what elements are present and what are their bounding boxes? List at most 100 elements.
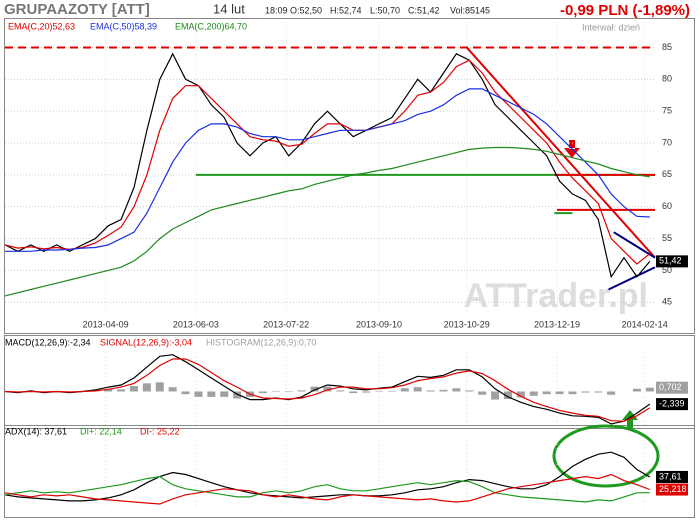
level-line bbox=[608, 266, 656, 291]
histogram-bar bbox=[632, 388, 641, 392]
histogram-bar bbox=[271, 390, 280, 392]
x-tick-label: 2013-07-22 bbox=[263, 319, 309, 329]
histogram-bar bbox=[645, 387, 654, 392]
x-tick-label: 2013-10-29 bbox=[444, 319, 490, 329]
histogram-bar bbox=[568, 391, 577, 395]
change: -0,99 PLN (-1,89%) bbox=[560, 2, 690, 19]
y-tick-label: 50 bbox=[662, 265, 672, 275]
histogram-bar bbox=[516, 391, 525, 398]
time: 18:09 bbox=[265, 5, 288, 15]
histogram-bar bbox=[607, 391, 616, 395]
low: L:50,70 bbox=[370, 5, 400, 15]
interval: Interwał: dzień bbox=[582, 22, 640, 32]
legend-entry: SIGNAL(12,26,9):-3,04 bbox=[100, 337, 192, 347]
histogram-bar bbox=[581, 391, 590, 393]
histogram-bar bbox=[594, 391, 603, 393]
histogram-bar bbox=[503, 391, 512, 400]
histogram-bar bbox=[155, 382, 164, 392]
histogram-bar bbox=[491, 391, 500, 400]
close: C:51,42 bbox=[408, 5, 440, 15]
legend-entry: EMA(C,50)58,39 bbox=[90, 21, 157, 31]
legend-entry: EMA(C,20)52,63 bbox=[8, 21, 75, 31]
series-line bbox=[4, 52, 651, 279]
histogram-bar bbox=[168, 387, 177, 392]
histogram-bar bbox=[194, 391, 203, 397]
last-value-box bbox=[656, 483, 688, 496]
x-tick-label: 2013-06-03 bbox=[173, 319, 219, 329]
ticker-title: GRUPAAZOTY [ATT] bbox=[4, 1, 150, 18]
y-tick-label: 85 bbox=[662, 42, 672, 52]
histogram-bar bbox=[400, 388, 409, 392]
date: 14 lut bbox=[213, 1, 245, 16]
histogram-bar bbox=[117, 389, 126, 392]
histogram-bar bbox=[258, 391, 267, 394]
series-line bbox=[4, 473, 651, 505]
histogram-bar bbox=[452, 388, 461, 392]
last-value-box bbox=[656, 398, 688, 411]
histogram-bar bbox=[207, 391, 216, 397]
legend-entry: DI-: 25,22 bbox=[140, 426, 180, 436]
histogram-bar bbox=[426, 390, 435, 392]
histogram-bar bbox=[349, 391, 358, 394]
last-value-label: 37,61 bbox=[659, 471, 682, 481]
level-line bbox=[613, 231, 656, 259]
last-value-box bbox=[656, 255, 688, 268]
series-line bbox=[4, 358, 651, 422]
last-value-label: -2,339 bbox=[659, 398, 685, 408]
histogram-bar bbox=[310, 386, 319, 392]
histogram-bar bbox=[465, 390, 474, 392]
histogram-bar bbox=[555, 391, 564, 395]
histogram-bar bbox=[284, 391, 293, 393]
y-tick-label: 55 bbox=[662, 233, 672, 243]
x-tick-label: 2013-04-09 bbox=[83, 319, 129, 329]
x-tick-label: 2014-02-14 bbox=[622, 319, 668, 329]
histogram-bar bbox=[220, 391, 229, 397]
last-value-label: 25,218 bbox=[659, 484, 687, 494]
histogram-bar bbox=[181, 391, 190, 395]
y-tick-label: 60 bbox=[662, 201, 672, 211]
x-tick-label: 2013-12-19 bbox=[534, 319, 580, 329]
histogram-bar bbox=[529, 391, 538, 396]
y-tick-label: 65 bbox=[662, 169, 672, 179]
histogram-bar bbox=[413, 387, 422, 392]
histogram-bar bbox=[129, 386, 138, 392]
series-line bbox=[4, 451, 651, 502]
legend-entry: DI+: 22,14 bbox=[80, 426, 122, 436]
x-tick-label: 2013-09-10 bbox=[356, 319, 402, 329]
legend-entry: HISTOGRAM(12,26,9):0,70 bbox=[206, 337, 316, 347]
histogram-bar bbox=[336, 390, 345, 392]
histogram-bar bbox=[387, 390, 396, 392]
highlight-ellipse bbox=[552, 424, 660, 488]
y-tick-label: 80 bbox=[662, 74, 672, 84]
histogram-bar bbox=[542, 391, 551, 395]
level-line bbox=[465, 46, 656, 259]
last-value-label: 51,42 bbox=[659, 256, 682, 266]
legend-entry: EMA(C,200)64,70 bbox=[175, 21, 247, 31]
series-line bbox=[4, 354, 651, 425]
watermark: ATTrader.pl bbox=[463, 277, 648, 315]
macd-panel-frame bbox=[4, 335, 695, 429]
high: H:52,74 bbox=[330, 5, 362, 15]
last-value-label: 0,702 bbox=[659, 382, 682, 392]
histogram-bar bbox=[478, 391, 487, 395]
histogram-bar bbox=[439, 389, 448, 392]
y-tick-label: 75 bbox=[662, 106, 672, 116]
adx-panel-frame bbox=[4, 425, 695, 518]
histogram-bar bbox=[362, 391, 371, 393]
open: O:52,50 bbox=[290, 5, 322, 15]
histogram-bar bbox=[104, 389, 113, 392]
y-tick-label: 45 bbox=[662, 297, 672, 307]
histogram-bar bbox=[142, 383, 151, 392]
histogram-bar bbox=[323, 386, 332, 392]
series-line bbox=[4, 59, 651, 265]
last-value-box bbox=[656, 381, 688, 394]
y-tick-label: 70 bbox=[662, 137, 672, 147]
series-line bbox=[4, 475, 650, 503]
histogram-bar bbox=[375, 390, 384, 392]
last-value-box bbox=[656, 470, 688, 483]
series-line bbox=[4, 146, 650, 297]
histogram-bar bbox=[297, 390, 306, 392]
histogram-bar bbox=[233, 391, 242, 399]
